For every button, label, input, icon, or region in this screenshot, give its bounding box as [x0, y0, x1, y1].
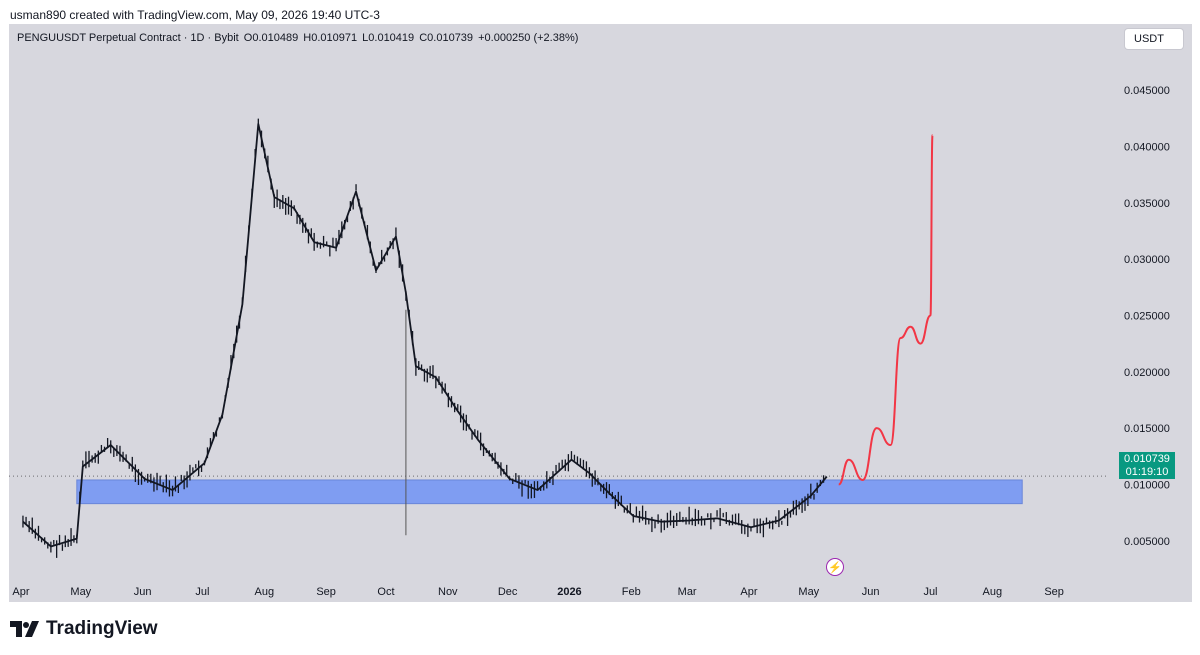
- x-tick-label: May: [70, 586, 91, 598]
- x-tick-label: May: [798, 586, 819, 598]
- x-tick-label: Apr: [12, 586, 29, 598]
- y-tick-label: 0.025000: [1124, 310, 1170, 322]
- y-tick-label: 0.010000: [1124, 479, 1170, 491]
- lightning-icon[interactable]: ⚡: [826, 558, 844, 576]
- y-tick-label: 0.030000: [1124, 254, 1170, 266]
- legend-open: O0.010489: [243, 32, 299, 44]
- y-tick-label: 0.045000: [1124, 85, 1170, 97]
- x-tick-label: Oct: [377, 586, 394, 598]
- ohlc-legend: PENGUUSDT Perpetual Contract · 1D · Bybi…: [17, 32, 580, 44]
- y-tick-label: 0.020000: [1124, 367, 1170, 379]
- x-tick-label: Sep: [316, 586, 336, 598]
- tradingview-logo[interactable]: TradingView: [10, 618, 158, 640]
- currency-button[interactable]: USDT: [1125, 29, 1183, 49]
- bar-countdown: 01:19:10: [1125, 466, 1169, 478]
- x-tick-label: Jul: [195, 586, 209, 598]
- y-tick-label: 0.040000: [1124, 141, 1170, 153]
- x-tick-label: Sep: [1044, 586, 1064, 598]
- chart-area[interactable]: 0.005000 0.010000 0.015000 0.020000 0.025000…: [9, 24, 1192, 602]
- x-tick-label: Mar: [678, 586, 697, 598]
- legend-close: C0.010739: [419, 32, 474, 44]
- x-tick-label: Feb: [622, 586, 641, 598]
- support-zone: [76, 479, 1023, 505]
- price-chart[interactable]: 0.005000 0.010000 0.015000 0.020000 0.025000…: [9, 24, 1192, 602]
- x-tick-label: Aug: [983, 586, 1003, 598]
- last-price-value: 0.010739: [1124, 453, 1170, 465]
- chart-credit: usman890 created with TradingView.com, M…: [10, 8, 380, 22]
- y-tick-label: 0.005000: [1124, 536, 1170, 548]
- x-tick-label: 2026: [557, 586, 581, 598]
- x-tick-label: Nov: [438, 586, 458, 598]
- y-tick-label: 0.015000: [1124, 423, 1170, 435]
- x-tick-label: Jun: [134, 586, 152, 598]
- forecast-path: [838, 134, 934, 486]
- tradingview-logo-icon: [10, 621, 39, 637]
- last-price-tag: 0.010739 01:19:10: [1119, 452, 1175, 479]
- x-tick-label: Jun: [862, 586, 880, 598]
- x-tick-label: Aug: [255, 586, 275, 598]
- price-line: [22, 123, 828, 548]
- y-tick-label: 0.035000: [1124, 198, 1170, 210]
- legend-change: +0.000250 (+2.38%): [478, 32, 579, 44]
- legend-high: H0.010971: [303, 32, 358, 44]
- x-tick-label: Dec: [498, 586, 518, 598]
- legend-symbol: PENGUUSDT Perpetual Contract · 1D · Bybi…: [17, 32, 239, 44]
- x-tick-label: Apr: [740, 586, 757, 598]
- x-tick-label: Jul: [923, 586, 937, 598]
- legend-low: L0.010419: [362, 32, 415, 44]
- logo-text: TradingView: [46, 618, 158, 639]
